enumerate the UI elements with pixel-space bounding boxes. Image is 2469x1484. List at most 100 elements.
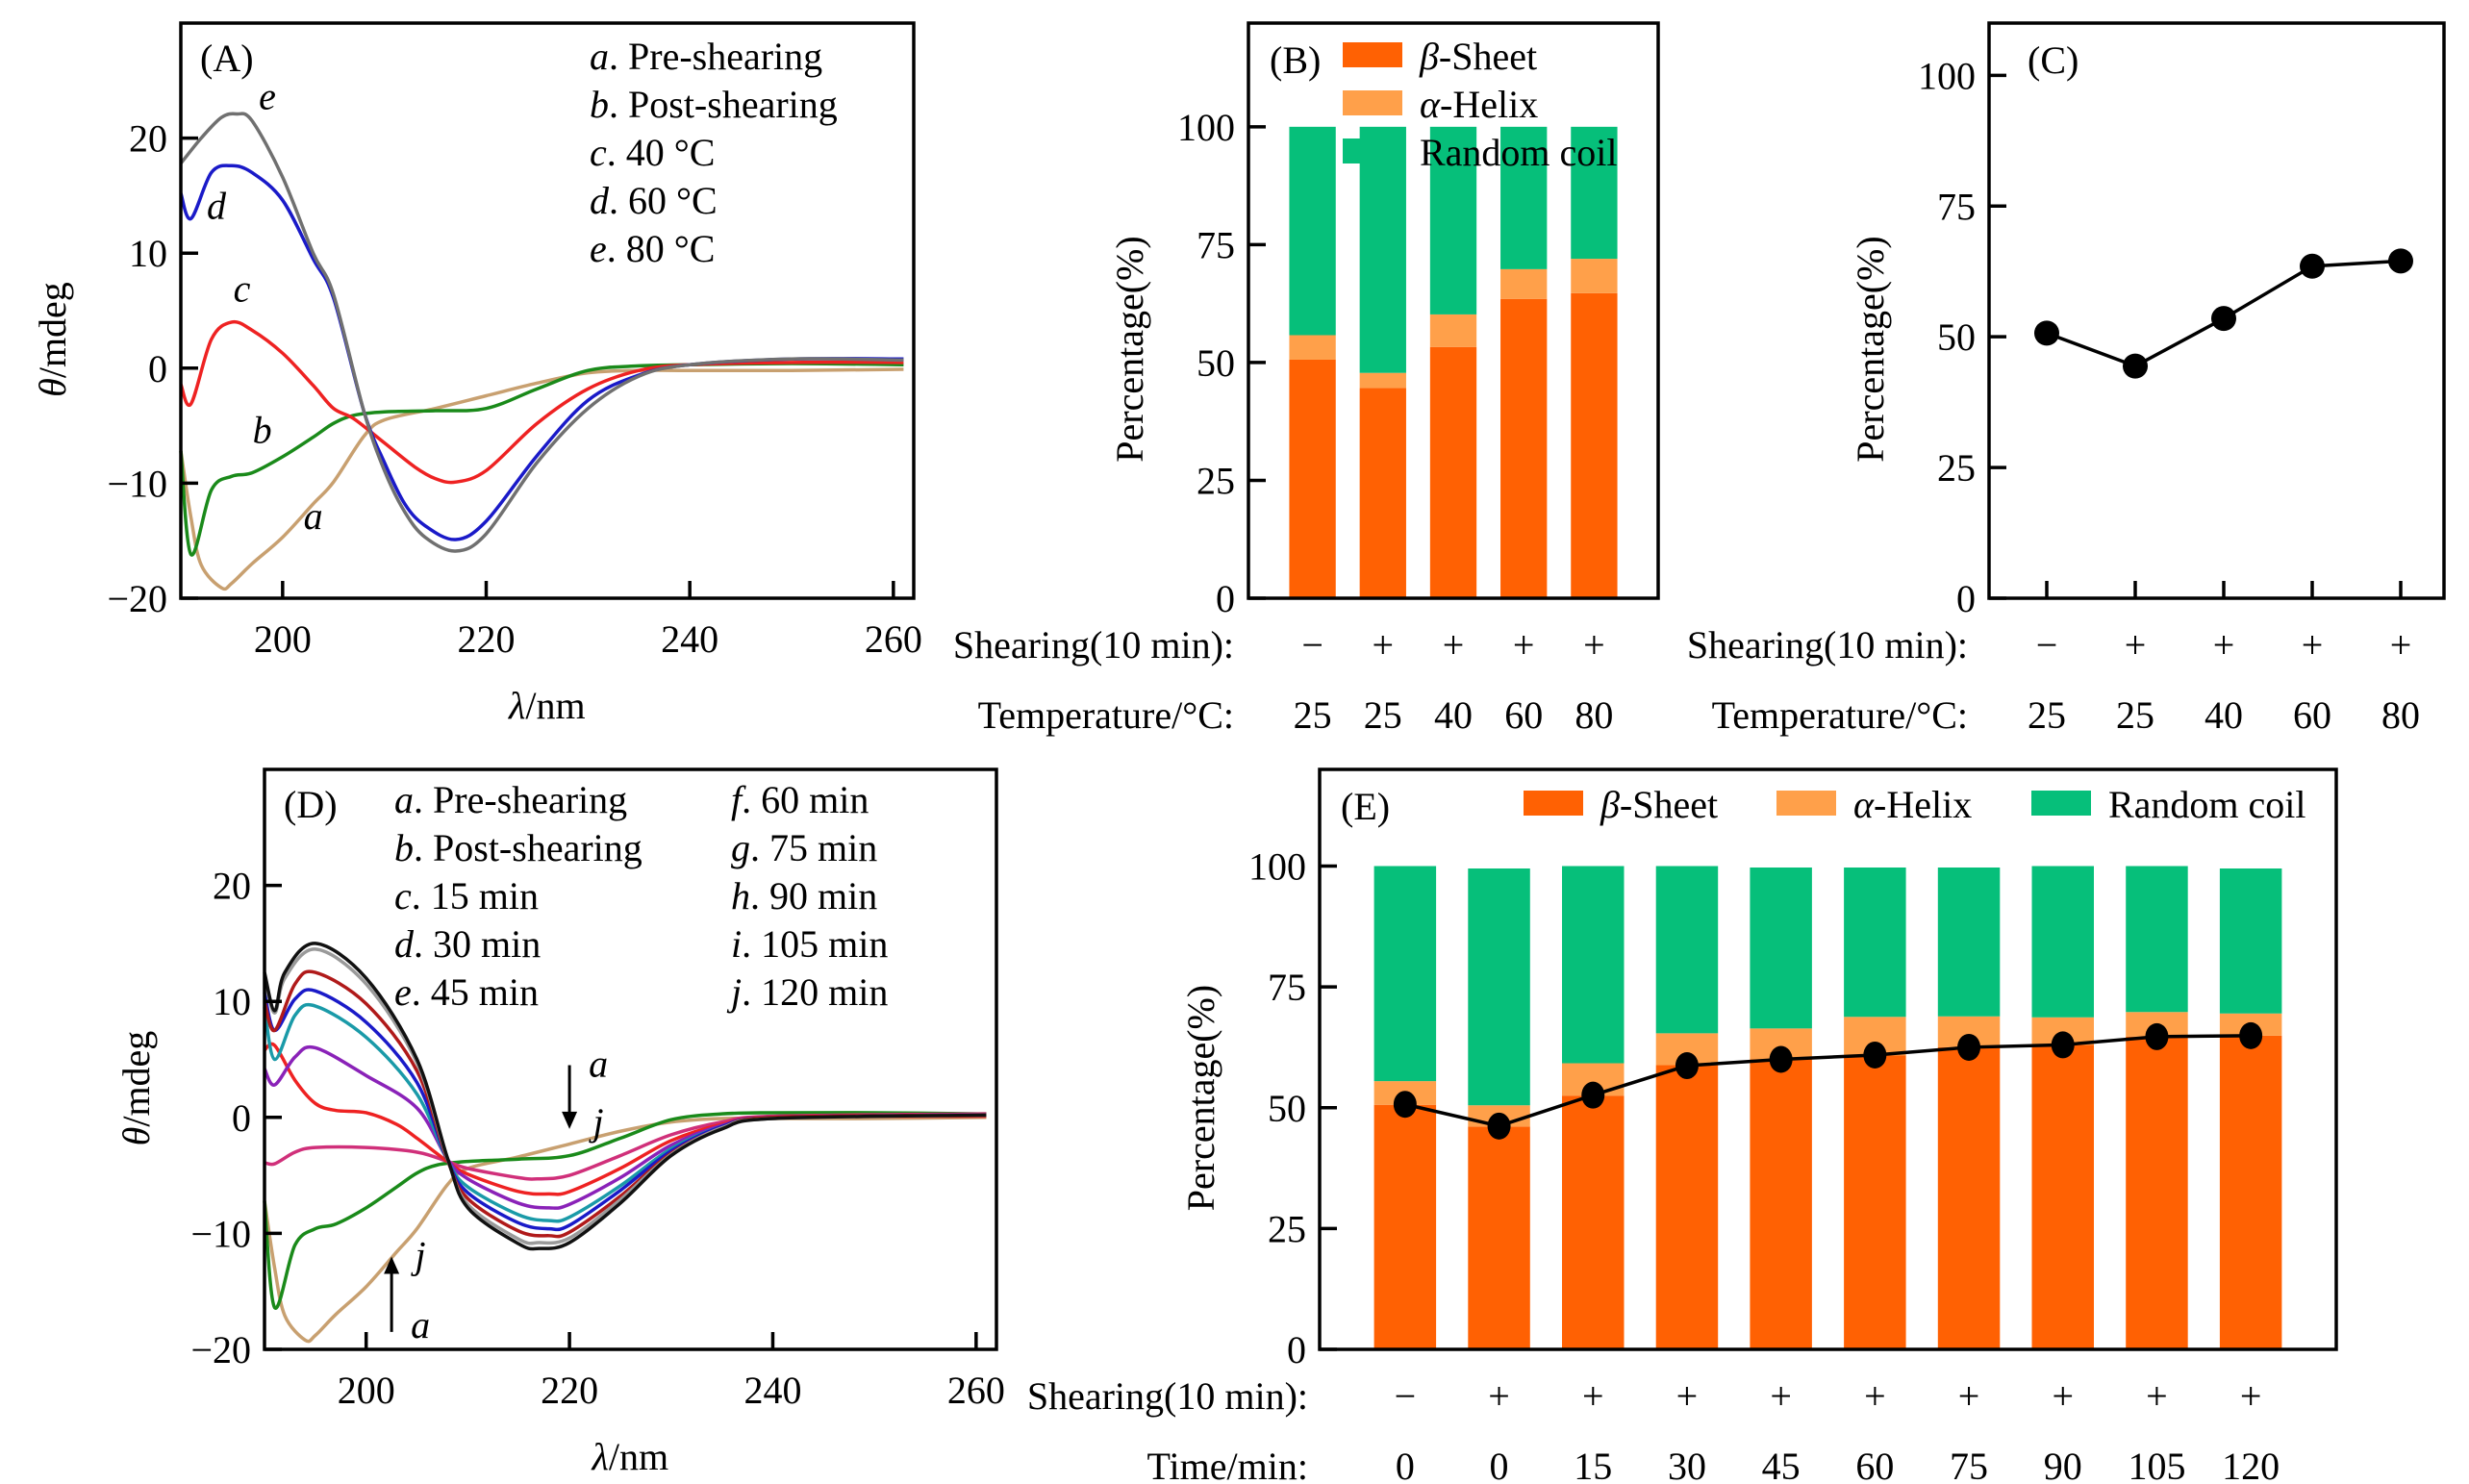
y-tick-label: 10 [129,232,167,275]
shearing-value-1: − [1395,1374,1417,1418]
shearing-value-8: + [2052,1374,2074,1418]
bar-beta-sheet-4 [1500,298,1548,598]
x-axis-label-text: /nm [525,684,585,727]
legend-swatch-alpha-helix [1776,791,1836,816]
x-category-label-6: 60 [1855,1445,1894,1484]
legend-label-alpha-helix: α-Helix [1853,783,1972,826]
bar-random-coil-4 [1500,126,1548,269]
legend-label-random-coil: Random coil [1420,131,1618,174]
annotation-label: j [411,1234,426,1277]
legend-label-random-coil: Random coil [2108,783,2306,826]
legend-item-c-text: . 15 min [412,874,539,918]
legend-item-d-text: . 30 min [414,922,541,966]
trend-point-1 [1393,1091,1417,1119]
legend-swatch-alpha-helix [1343,90,1402,115]
bar-random-coil-2 [1359,126,1406,373]
legend-item-d-text: . 60 °C [609,179,718,222]
row-label-shearing: Shearing(10 min): [953,623,1234,667]
legend-label-alpha-helix-italic: α [1420,83,1441,126]
legend-label-alpha-helix-italic: α [1853,783,1875,826]
plot-frame [263,767,998,1351]
y-tick-label: 25 [1268,1207,1306,1250]
bar-beta-sheet-10 [2219,1035,2282,1349]
curve-d-j [263,942,987,1251]
data-point-4 [2300,253,2325,279]
legend-item-a-text: . Pre-shearing [609,35,822,78]
bar-beta-sheet-8 [2031,1044,2094,1349]
bar-beta-sheet-7 [1937,1046,2001,1349]
bar-beta-sheet-1 [1289,359,1336,598]
shearing-value-3: + [1582,1374,1604,1418]
shearing-value-5: + [1583,623,1605,667]
trend-point-4 [1675,1052,1699,1080]
y-tick-label: −20 [107,577,167,620]
row-label-condition: Temperature/°C: [1712,693,1968,737]
legend-item-g: g. 75 min [731,826,877,869]
row-label-condition: Time/min: [1147,1445,1308,1484]
data-point-5 [2388,248,2413,274]
legend-item-e-text: . 80 °C [607,227,716,270]
bar-beta-sheet-6 [1844,1055,1906,1349]
y-tick-label: 75 [1197,223,1235,266]
legend-item-f: f. 60 min [731,778,869,821]
y-tick-label: 75 [1268,966,1306,1009]
data-point-3 [2211,306,2236,332]
curve-a-e [179,112,904,553]
shearing-value-4: + [1513,623,1535,667]
y-axis-label: Percentage(%) [1849,236,1892,462]
y-tick-label: 20 [213,865,251,908]
x-axis-label-italic: λ [592,1435,609,1478]
curve-label-e: e [259,75,276,118]
legend-item-j-text: . 120 min [742,970,888,1014]
bar-beta-sheet-3 [1562,1095,1625,1349]
y-tick-label: −10 [107,462,167,505]
legend-label-random-coil-text: Random coil [2108,783,2306,826]
bar-random-coil-4 [1655,866,1719,1034]
bar-random-coil-10 [2219,868,2282,1014]
legend-item-c-italic: c [590,131,607,174]
y-tick-label: 75 [1937,185,1976,228]
legend-label-alpha-helix: α-Helix [1420,83,1538,126]
y-tick-label: −20 [190,1328,251,1371]
legend-swatch-beta-sheet [1524,791,1583,816]
legend-item-a-text: . Pre-shearing [414,778,627,821]
trend-point-9 [2145,1022,2169,1050]
legend-label-beta-sheet: β-Sheet [1600,783,1718,826]
y-tick-label: 0 [1216,577,1235,620]
shearing-value-9: + [2146,1374,2168,1418]
x-category-label-5: 80 [2381,693,2420,737]
legend-item-i-italic: i [731,922,742,966]
x-category-label-5: 80 [1575,693,1613,737]
y-tick-label: 100 [1177,106,1235,149]
bar-alpha-helix-1 [1289,335,1336,360]
y-tick-label: 100 [1918,54,1976,97]
annotation-arrow-head [562,1111,578,1129]
panel-b-stacked-bar-temperature: 0 25 50 75 100 Percentage(%) Shearing(10 min):… [953,21,1660,737]
bar-random-coil-8 [2031,866,2094,1018]
curve-label-b: b [253,409,272,452]
legend-item-e-text: . 45 min [412,970,539,1014]
bar-beta-sheet-2 [1359,388,1406,598]
bar-random-coil-1 [1289,126,1336,336]
x-category-label-10: 120 [2222,1445,2280,1484]
x-tick-label: 260 [947,1369,1005,1412]
annotation-label: a [411,1303,430,1346]
bar-random-coil-9 [2126,866,2188,1013]
shearing-value-6: + [1864,1374,1886,1418]
curve-label-c: c [234,266,251,310]
trend-point-3 [1581,1081,1605,1109]
legend-item-g-text: . 75 min [750,826,877,869]
curve-d-c [264,1112,987,1181]
legend-item-i: i. 105 min [731,922,888,966]
legend-item-c: c. 40 °C [590,131,715,174]
bar-beta-sheet-9 [2126,1036,2188,1349]
plot-frame [179,21,916,600]
data-point-2 [2123,353,2148,379]
row-label-shearing: Shearing(10 min): [1027,1374,1308,1418]
x-tick-label: 260 [865,617,922,661]
legend-label-beta-sheet: β-Sheet [1419,35,1537,78]
legend-item-d: d. 60 °C [590,179,718,222]
bar-alpha-helix-5 [1571,259,1618,293]
trend-point-8 [2051,1031,2075,1059]
bar-random-coil-2 [1468,868,1530,1106]
